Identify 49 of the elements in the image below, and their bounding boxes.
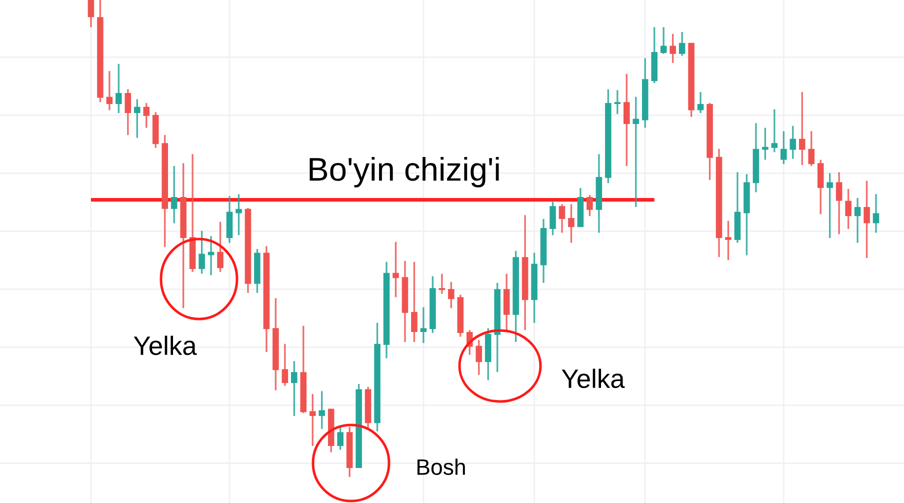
candlestick xyxy=(808,130,815,167)
candlestick xyxy=(678,31,686,57)
candlestick xyxy=(845,188,852,230)
candlestick xyxy=(134,98,140,139)
candlestick xyxy=(236,193,242,236)
candlestick xyxy=(632,96,640,208)
candlestick xyxy=(660,26,667,55)
candlestick xyxy=(586,194,593,217)
candlestick xyxy=(88,0,94,28)
candlestick xyxy=(771,108,778,153)
candlestick xyxy=(411,261,418,343)
candlestick xyxy=(568,203,574,244)
candlestick xyxy=(854,197,861,244)
candlestick xyxy=(864,180,870,259)
candlestick xyxy=(670,33,676,64)
candlestick xyxy=(420,306,427,344)
candlestick xyxy=(124,88,132,136)
series-label: Bo'yin chizig'i xyxy=(310,156,499,188)
candlestick xyxy=(550,200,556,236)
candlestick xyxy=(309,393,316,447)
candlestick xyxy=(836,171,842,236)
candlestick xyxy=(392,241,399,298)
candlestick xyxy=(198,230,205,275)
candlestick xyxy=(697,91,704,114)
candlestick xyxy=(438,272,446,295)
candlestick xyxy=(614,89,621,115)
candlestick xyxy=(170,165,178,224)
candlestick xyxy=(558,203,566,234)
candlestick xyxy=(762,127,768,161)
candlestick xyxy=(318,390,326,430)
annotation: Yelka xyxy=(134,336,197,356)
candlestick xyxy=(116,63,122,114)
candlestick xyxy=(291,360,298,417)
candlestick xyxy=(448,281,454,309)
candlestick xyxy=(143,102,150,129)
annotation: Bosh xyxy=(418,458,465,475)
candlestick xyxy=(826,172,833,239)
candlestick xyxy=(872,193,880,234)
candlestick xyxy=(337,425,344,451)
candlestick xyxy=(798,91,806,166)
annotation: Yelka xyxy=(562,368,625,388)
candlestick xyxy=(725,220,732,261)
candlestick xyxy=(624,73,630,167)
candlestick xyxy=(106,70,113,112)
candlestick xyxy=(476,339,482,376)
candlestick xyxy=(780,130,787,165)
candlestick xyxy=(217,220,224,273)
candlestick xyxy=(790,125,796,160)
candlestick xyxy=(282,343,288,387)
